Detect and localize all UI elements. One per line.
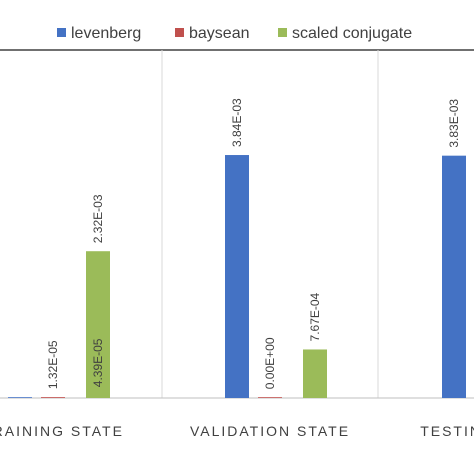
category-label-training-state: TRAINING STATE <box>0 423 124 439</box>
category-label-testing-state: TESTING STATE <box>420 423 474 439</box>
data-label-levenberg-validation-state: 3.84E-03 <box>230 98 244 147</box>
legend-label-baysean: baysean <box>189 25 250 42</box>
legend-swatch-scaled-conjugate <box>278 28 287 37</box>
bars-group <box>8 155 466 398</box>
bar-baysean-validation-state <box>258 397 282 398</box>
data-label-extra-1: 2.32E-03 <box>91 194 105 243</box>
bar-levenberg-validation-state <box>225 155 249 398</box>
bar-levenberg-training-state <box>8 397 32 398</box>
legend-swatch-baysean <box>175 28 184 37</box>
data-label-scaled-conjugate-validation-state: 7.67E-04 <box>308 292 322 341</box>
data-label-baysean-training-state: 1.32E-05 <box>46 340 60 389</box>
bar-baysean-training-state <box>41 397 65 398</box>
legend-label-levenberg: levenberg <box>71 25 141 42</box>
category-label-validation-state: VALIDATION STATE <box>190 423 350 439</box>
data-label-scaled-conjugate-training-state: 4.39E-05 <box>91 338 105 387</box>
category-separators <box>161 50 379 398</box>
bar-scaled-conjugate-extra-1 <box>86 251 110 398</box>
data-label-levenberg-testing-state: 3.83E-03 <box>447 99 461 148</box>
bar-levenberg-testing-state <box>442 155 466 398</box>
legend: levenberg baysean scaled conjugate <box>57 25 412 42</box>
data-label-baysean-validation-state: 0.00E+00 <box>263 337 277 389</box>
data-labels-group: 3.84E-03 3.83E-03 1.32E-05 0.00E+00 4.39E-05… <box>46 98 461 389</box>
legend-swatch-levenberg <box>57 28 66 37</box>
category-labels-group: TRAINING STATE VALIDATION STATE TESTING ST… <box>0 423 474 439</box>
bar-scaled-conjugate-validation-state <box>303 349 327 398</box>
legend-label-scaled-conjugate: scaled conjugate <box>292 25 412 42</box>
